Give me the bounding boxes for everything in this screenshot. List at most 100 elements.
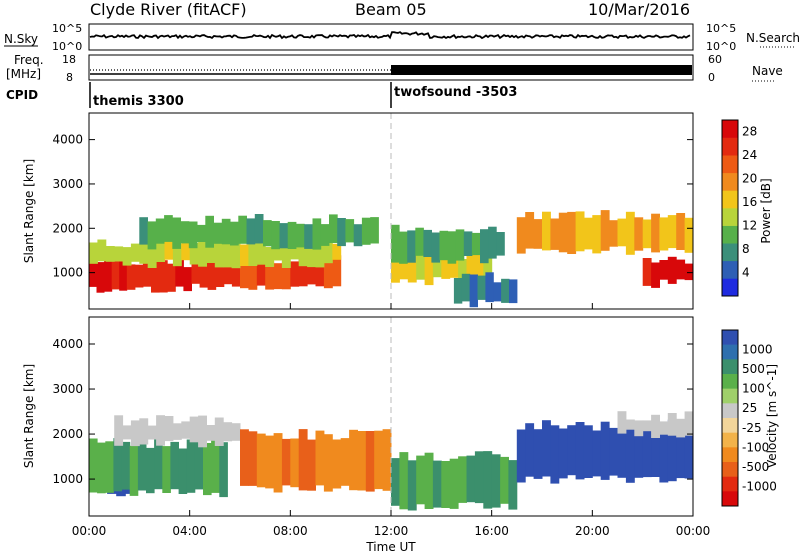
heatmap-cell — [684, 263, 694, 281]
heatmap-cell — [399, 231, 408, 264]
heatmap-cell — [307, 260, 316, 285]
colorbar-swatch — [722, 476, 738, 492]
heatmap-cell — [129, 445, 139, 496]
freq-right-tick-bottom: 0 — [708, 71, 715, 84]
heatmap-cell — [642, 430, 652, 478]
heatmap-cell — [122, 247, 132, 266]
heatmap-cell — [312, 218, 322, 250]
heatmap-cell — [130, 243, 140, 262]
heatmap-cell — [214, 417, 224, 446]
power-colorbar-label: Power [dB] — [759, 178, 773, 243]
heatmap-cell — [466, 455, 476, 503]
heatmap-cell — [474, 451, 484, 504]
heatmap-cell — [441, 257, 451, 279]
heatmap-cell — [382, 429, 392, 491]
heatmap-cell — [323, 239, 333, 264]
heatmap-cell — [231, 259, 241, 287]
heatmap-cell — [172, 243, 182, 267]
heatmap-cell — [474, 254, 484, 282]
heatmap-cell — [407, 460, 417, 511]
heatmap-cell — [600, 421, 610, 480]
heatmap-cell — [279, 223, 289, 249]
heatmap-cell — [147, 238, 157, 268]
xtick-label: 12:00 — [374, 524, 409, 538]
heatmap-cell — [240, 244, 249, 266]
heatmap-cell — [651, 430, 660, 477]
heatmap-cell — [205, 215, 214, 248]
heatmap-cell — [533, 429, 543, 479]
heatmap-cell — [89, 242, 98, 264]
heatmap-cell — [231, 423, 241, 441]
heatmap-cell — [162, 446, 171, 493]
heatmap-cell — [189, 416, 199, 443]
heatmap-cell — [659, 421, 669, 435]
heatmap-cell — [104, 251, 113, 292]
heatmap-cell — [231, 236, 241, 269]
heatmap-cell — [113, 438, 122, 492]
heatmap-cell — [263, 220, 272, 247]
colorbar-swatch — [722, 278, 738, 297]
colorbar-swatch — [722, 388, 738, 404]
heatmap-cell — [139, 418, 149, 445]
heatmap-cell — [458, 456, 467, 503]
heatmap-cell — [186, 439, 196, 493]
heatmap-cell — [215, 263, 225, 287]
xtick-label: 04:00 — [172, 524, 207, 538]
colorbar-swatch — [722, 120, 738, 138]
heatmap-cell — [592, 215, 602, 254]
heatmap-cell — [114, 246, 124, 262]
colorbar-swatch — [722, 137, 738, 156]
colorbar-swatch — [722, 190, 738, 209]
heatmap-cell — [466, 251, 476, 279]
heatmap-cell — [142, 261, 152, 287]
heatmap-cell — [483, 252, 493, 286]
heatmap-cell — [256, 433, 266, 488]
heatmap-cell — [625, 421, 635, 483]
heatmap-cell — [298, 240, 308, 267]
heatmap-cell — [159, 260, 168, 293]
heatmap-cell — [332, 439, 342, 489]
heatmap-cell — [667, 256, 677, 284]
heatmap-cell — [424, 253, 434, 286]
heatmap-cell — [198, 238, 207, 267]
heatmap-cell — [625, 211, 635, 255]
heatmap-cell — [240, 429, 249, 486]
heatmap-cell — [651, 213, 660, 253]
date-title: 10/Mar/2016 — [588, 0, 690, 19]
heatmap-cell — [105, 441, 114, 493]
heatmap-cell — [493, 282, 502, 302]
heatmap-cell — [213, 222, 223, 244]
cpid-mode-1: themis 3300 — [93, 94, 184, 109]
heatmap-cell — [337, 218, 346, 247]
heatmap-cell — [296, 223, 305, 248]
heatmap-cell — [304, 224, 313, 249]
ytick-label: 4000 — [52, 337, 83, 351]
heatmap-cell — [214, 242, 224, 268]
heatmap-cell — [525, 212, 535, 249]
heatmap-cell — [287, 221, 297, 249]
colorbar-swatch — [722, 359, 738, 375]
heatmap-cell — [323, 434, 333, 492]
heatmap-cell — [329, 214, 338, 243]
heatmap-cell — [206, 243, 216, 263]
heatmap-cell — [399, 250, 409, 280]
colorbar-swatch — [722, 344, 738, 360]
colorbar-tick-label: 16 — [742, 195, 757, 209]
cpid-mode-2: twofsound -3503 — [394, 85, 517, 100]
heatmap-cell — [357, 431, 367, 491]
freq-right-tick-top: 60 — [708, 53, 722, 66]
heatmap-cell — [516, 429, 526, 483]
heatmap-cell — [415, 227, 424, 256]
heatmap-cell — [315, 262, 325, 287]
ytick-label: 3000 — [52, 382, 83, 396]
heatmap-cell — [424, 452, 434, 509]
heatmap-cell — [432, 460, 442, 508]
heatmap-cell — [134, 264, 144, 288]
heatmap-cell — [147, 425, 157, 440]
heatmap-cell — [307, 244, 316, 268]
colorbar-tick-label: 8 — [742, 242, 750, 256]
colorbar-swatch — [722, 432, 738, 448]
heatmap-cell — [273, 263, 283, 290]
colorbar-swatch — [722, 403, 738, 419]
heatmap-cell — [483, 451, 493, 509]
